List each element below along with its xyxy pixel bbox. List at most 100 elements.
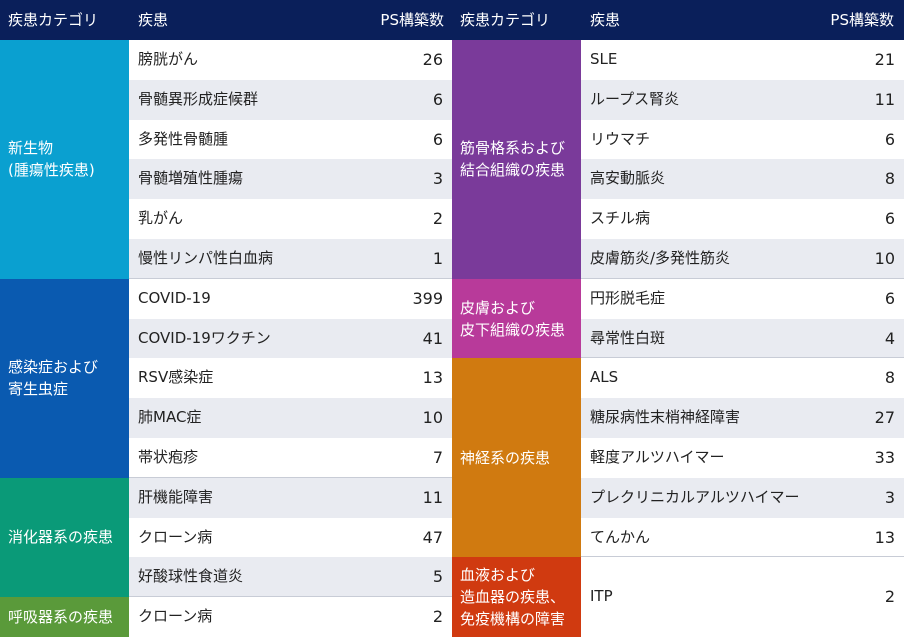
- ps-count: 1: [432, 249, 443, 268]
- disease-name: SLE: [590, 50, 618, 68]
- ps-count: 27: [874, 408, 895, 428]
- disease-name: 膀胱がん: [138, 50, 199, 68]
- category-divider: [129, 476, 452, 478]
- ps-count: 2: [884, 587, 895, 607]
- table-row: てんかん 13: [581, 517, 904, 558]
- table-row: ループス腎炎 11: [581, 79, 904, 120]
- table-row: RSV感染症 13: [129, 358, 452, 399]
- table-row: 慢性リンパ性白血病 1: [129, 239, 452, 279]
- category-cell: 新生物 (腫瘍性疾患): [0, 40, 129, 279]
- ps-count: 6: [432, 89, 443, 109]
- disease-name: 皮膚筋炎/多発性筋炎: [590, 249, 731, 267]
- ps-count: 10: [422, 408, 443, 428]
- category-label: 筋骨格系および 結合組織の疾患: [460, 139, 566, 180]
- table-row: プレクリニカルアルツハイマー 3: [581, 477, 904, 518]
- table-row: クローン病 47: [129, 517, 452, 558]
- category-divider: [581, 277, 904, 279]
- table-row: 尋常性白斑 4: [581, 318, 904, 359]
- table-row: リウマチ 6: [581, 119, 904, 160]
- disease-name: てんかん: [590, 527, 651, 546]
- table-row: 糖尿病性末梢神経障害 27: [581, 398, 904, 438]
- category-label: 皮膚および 皮下組織の疾患: [460, 298, 566, 339]
- ps-count: 8: [884, 169, 895, 189]
- disease-name: 好酸球性食道炎: [138, 567, 244, 586]
- table-row: スチル病 6: [581, 199, 904, 239]
- disease-name: 帯状疱疹: [138, 448, 199, 466]
- disease-name: ITP: [590, 587, 613, 606]
- table-row: 円形脱毛症 6: [581, 278, 904, 319]
- table-row: SLE 21: [581, 40, 904, 80]
- header-count-left: PS構築数: [380, 11, 444, 29]
- ps-count: 10: [874, 249, 895, 268]
- disease-name: 円形脱毛症: [590, 288, 666, 307]
- header-disease-right: 疾患: [590, 11, 621, 29]
- category-cell: 血液および 造血器の疾患、 免疫機構の障害: [452, 557, 581, 637]
- category-cell: 筋骨格系および 結合組織の疾患: [452, 40, 581, 279]
- header-count-right: PS構築数: [830, 11, 894, 29]
- ps-count: 33: [874, 448, 895, 467]
- category-label: 感染症および 寄生虫症: [8, 358, 99, 399]
- disease-name: 高安動脈炎: [590, 169, 666, 188]
- table-row: 高安動脈炎 8: [581, 159, 904, 200]
- category-label: 呼吸器系の疾患: [8, 608, 114, 627]
- ps-count: 21: [874, 50, 895, 69]
- table-row: 乳がん 2: [129, 199, 452, 239]
- disease-name: 乳がん: [138, 209, 184, 228]
- table-row: COVID-19 399: [129, 278, 452, 319]
- table-row: 膀胱がん 26: [129, 40, 452, 80]
- header-disease-left: 疾患: [138, 11, 169, 29]
- category-divider: [581, 556, 904, 558]
- disease-name: 骨髄異形成症候群: [138, 89, 259, 108]
- category-cell: 呼吸器系の疾患: [0, 597, 129, 637]
- disease-name: クローン病: [138, 527, 213, 546]
- ps-count: 6: [884, 209, 895, 229]
- ps-count: 4: [884, 328, 895, 348]
- disease-name: クローン病: [138, 607, 213, 626]
- table-row: 軽度アルツハイマー 33: [581, 438, 904, 478]
- disease-name: 糖尿病性末梢神経障害: [590, 408, 741, 427]
- table-row: 骨髄異形成症候群 6: [129, 79, 452, 120]
- category-label: 神経系の疾患: [460, 448, 551, 467]
- disease-name: COVID-19ワクチン: [138, 328, 271, 347]
- table-row: 帯状疱疹 7: [129, 438, 452, 478]
- disease-name: スチル病: [590, 209, 651, 228]
- table-row: 肺MAC症 10: [129, 398, 452, 438]
- ps-count: 2: [432, 209, 443, 229]
- ps-count: 3: [432, 169, 443, 189]
- ps-count: 13: [422, 368, 443, 388]
- ps-count: 3: [884, 487, 895, 507]
- ps-count: 11: [422, 487, 443, 507]
- category-divider: [129, 277, 452, 279]
- category-label: 血液および 造血器の疾患、 免疫機構の障害: [460, 566, 566, 629]
- category-cell: 神経系の疾患: [452, 358, 581, 558]
- ps-count: 26: [422, 50, 443, 69]
- ps-count: 5: [432, 567, 443, 587]
- category-cell: 感染症および 寄生虫症: [0, 278, 129, 478]
- category-cell: 皮膚および 皮下組織の疾患: [452, 278, 581, 359]
- ps-count: 2: [432, 607, 443, 627]
- table-row: ITP 2: [581, 557, 904, 637]
- ps-count: 47: [422, 527, 443, 547]
- table-row: 皮膚筋炎/多発性筋炎 10: [581, 239, 904, 279]
- disease-name: 肺MAC症: [138, 408, 202, 427]
- ps-count: 41: [422, 328, 443, 348]
- disease-name: 慢性リンパ性白血病: [138, 249, 274, 267]
- category-label: 消化器系の疾患: [8, 528, 114, 547]
- table-row: 骨髄増殖性腫瘍 3: [129, 159, 452, 200]
- table-header: 疾患カテゴリ 疾患 PS構築数 疾患カテゴリ 疾患 PS構築数: [0, 0, 904, 40]
- disease-name: 肝機能障害: [138, 487, 214, 506]
- category-divider: [129, 596, 452, 598]
- disease-name: ループス腎炎: [590, 89, 680, 108]
- disease-name: 骨髄増殖性腫瘍: [138, 169, 244, 188]
- table-row: クローン病 2: [129, 597, 452, 637]
- disease-name: ALS: [590, 368, 619, 387]
- ps-count: 399: [412, 288, 443, 308]
- table-row: 多発性骨髄腫 6: [129, 119, 452, 160]
- disease-name: RSV感染症: [138, 368, 214, 387]
- header-category-right: 疾患カテゴリ: [460, 11, 551, 29]
- disease-name: COVID-19: [138, 288, 211, 307]
- disease-name: プレクリニカルアルツハイマー: [590, 487, 800, 506]
- table-row: COVID-19ワクチン 41: [129, 318, 452, 359]
- ps-count: 8: [884, 368, 895, 388]
